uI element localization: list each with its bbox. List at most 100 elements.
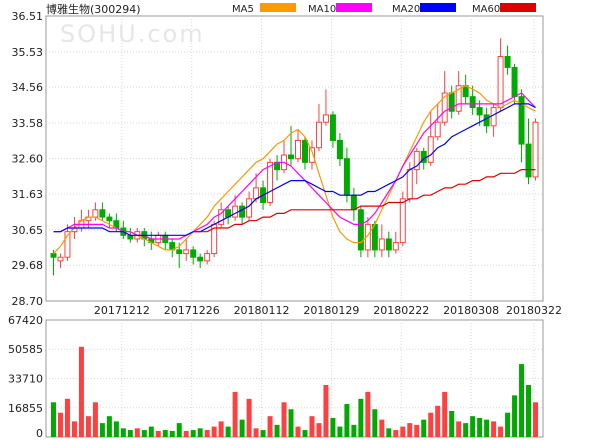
candle-body (197, 256, 204, 262)
ma60-line (193, 169, 536, 233)
candle-body (350, 194, 357, 211)
volume-bar (386, 428, 392, 437)
volume-bar (274, 424, 280, 437)
candle-body (322, 114, 329, 123)
candle-body (183, 249, 190, 255)
volume-bar (162, 430, 168, 437)
chart-frames (45, 15, 544, 438)
candle-body (462, 85, 469, 98)
watermark: SOHU.com (60, 20, 205, 48)
legend-label: MA20 (392, 4, 420, 15)
volume-bar (106, 416, 112, 437)
candle-body (406, 169, 413, 200)
volume-bar (225, 426, 231, 437)
x-tick-label: 20171226 (164, 304, 220, 317)
price-tick-label: 28.70 (12, 295, 44, 308)
legend-label: MA60 (472, 4, 500, 15)
volume-bar (407, 423, 413, 437)
volume-bar (71, 421, 77, 437)
candle-body (64, 231, 71, 258)
volume-bar (414, 424, 420, 437)
candle-body (50, 253, 57, 258)
volume-bar (323, 384, 329, 437)
volume-bar (449, 410, 455, 437)
volume-bar (302, 430, 308, 437)
volume-bar (533, 402, 538, 437)
ma20-line (53, 103, 536, 236)
price-tick-label: 33.58 (12, 117, 44, 130)
candle-body (441, 92, 448, 123)
candle-body (413, 150, 420, 171)
volume-bar (428, 412, 434, 437)
volume-bar (85, 416, 91, 437)
volume-bar (218, 421, 224, 437)
volume-bar (379, 419, 385, 437)
candle-body (469, 96, 476, 109)
volume-bar (351, 424, 357, 437)
volume-tick-label: 33710 (8, 373, 43, 386)
candle-body (57, 256, 64, 262)
candle-body (253, 187, 260, 200)
volume-bar (267, 416, 273, 437)
volume-bar (120, 428, 126, 437)
candle-body (267, 161, 274, 203)
volume-bar (260, 430, 266, 437)
volume-bar (288, 409, 294, 437)
volume-bar (463, 423, 469, 437)
volume-bar (477, 417, 483, 437)
price-tick-label: 32.60 (12, 153, 44, 166)
volume-bar (330, 417, 336, 437)
volume-bar (176, 423, 182, 437)
candle-body (92, 209, 99, 218)
volume-bar (57, 412, 63, 437)
volume-bar (99, 423, 105, 437)
volume-bar (141, 430, 147, 437)
x-tick-label: 20180308 (443, 304, 499, 317)
volume-bar (190, 430, 196, 437)
volume-bar (169, 430, 175, 437)
x-tick-label: 20171212 (94, 304, 150, 317)
legend: MA5 MA10 MA20 MA60 (232, 3, 536, 15)
volume-bar (435, 405, 441, 437)
legend-label: MA5 (232, 4, 254, 15)
volume-bar (442, 391, 448, 437)
volume-bar (491, 421, 497, 437)
candle-body (518, 96, 525, 145)
volume-bar (134, 428, 140, 437)
volume-bars (51, 346, 538, 437)
candle-body (476, 107, 483, 116)
price-tick-label: 36.51 (12, 10, 44, 23)
volume-bar (64, 398, 70, 437)
candle-body (295, 139, 301, 160)
volume-bar (519, 364, 525, 437)
volume-bar (470, 416, 476, 437)
volume-tick-label: 67420 (8, 314, 43, 327)
candle-body (427, 136, 434, 163)
candle-body (308, 147, 315, 163)
volume-bar (232, 391, 238, 437)
candle-body (301, 139, 308, 163)
candle-body (504, 56, 511, 68)
volume-bar (372, 409, 378, 437)
volume-bar (113, 421, 119, 437)
volume-bar (253, 428, 259, 437)
candle-body (378, 238, 385, 251)
x-tick-label: 20180112 (234, 304, 290, 317)
volume-bar (498, 426, 504, 437)
volume-bar (127, 430, 133, 437)
candle-body (190, 249, 197, 258)
chart-title: 博雅生物(300294) (46, 2, 141, 16)
volume-tick-label: 0 (36, 427, 43, 440)
candle-body (483, 114, 490, 127)
volume-bar (51, 402, 56, 437)
volume-bar (358, 398, 364, 437)
candlesticks (50, 38, 539, 276)
volume-tick-label: 50585 (8, 343, 43, 356)
volume-bar (239, 419, 245, 437)
volume-bar (295, 426, 301, 437)
volume-bar (344, 404, 350, 437)
candle-body (176, 249, 183, 255)
candle-body (204, 253, 211, 262)
